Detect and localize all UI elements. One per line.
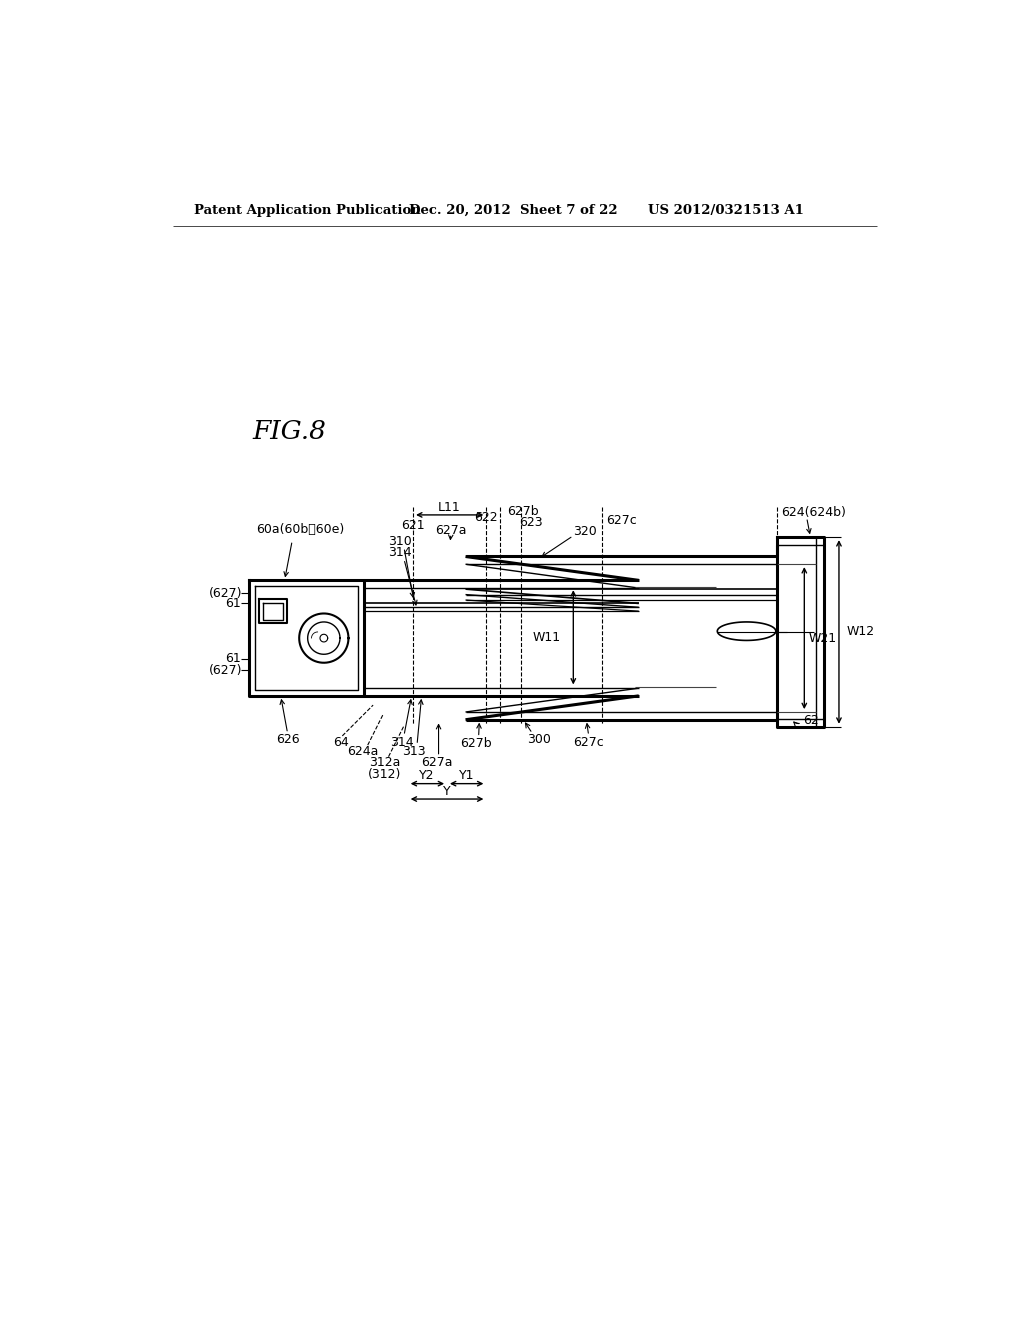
Text: Y: Y [443,785,451,797]
Text: 624a: 624a [347,744,379,758]
Text: 62: 62 [804,714,819,727]
Text: (627): (627) [209,664,243,677]
Text: (627): (627) [209,587,243,601]
Text: L11: L11 [438,500,461,513]
Text: 626: 626 [275,733,299,746]
Text: 61: 61 [225,652,241,665]
Text: 627b: 627b [460,737,492,750]
Text: 313: 313 [402,744,426,758]
Text: 314: 314 [390,735,414,748]
Text: FIG.8: FIG.8 [252,420,326,445]
Text: 320: 320 [573,524,597,537]
Text: W12: W12 [847,626,874,639]
Text: 621: 621 [401,519,425,532]
Text: 64: 64 [333,735,348,748]
Text: (312): (312) [368,768,401,781]
Text: 627c: 627c [573,735,604,748]
Text: 623: 623 [519,516,543,529]
Text: 310: 310 [388,535,413,548]
Text: W21: W21 [808,631,837,644]
Text: Patent Application Publication: Patent Application Publication [194,205,421,218]
Text: 61: 61 [225,597,241,610]
Text: 627b: 627b [507,506,539,519]
Text: US 2012/0321513 A1: US 2012/0321513 A1 [648,205,804,218]
Text: Y1: Y1 [459,770,474,783]
Text: 312a: 312a [369,756,400,770]
Text: 60a(60b～60e): 60a(60b～60e) [256,523,344,536]
Text: 314: 314 [388,546,412,560]
Text: Y2: Y2 [419,770,435,783]
Text: 622: 622 [474,511,498,524]
Text: 627c: 627c [606,513,637,527]
Text: W11: W11 [532,631,560,644]
Text: 300: 300 [526,733,551,746]
Text: 627a: 627a [435,524,467,537]
Text: 624(624b): 624(624b) [781,506,846,519]
Text: 627a: 627a [421,756,453,770]
Text: Dec. 20, 2012  Sheet 7 of 22: Dec. 20, 2012 Sheet 7 of 22 [410,205,617,218]
